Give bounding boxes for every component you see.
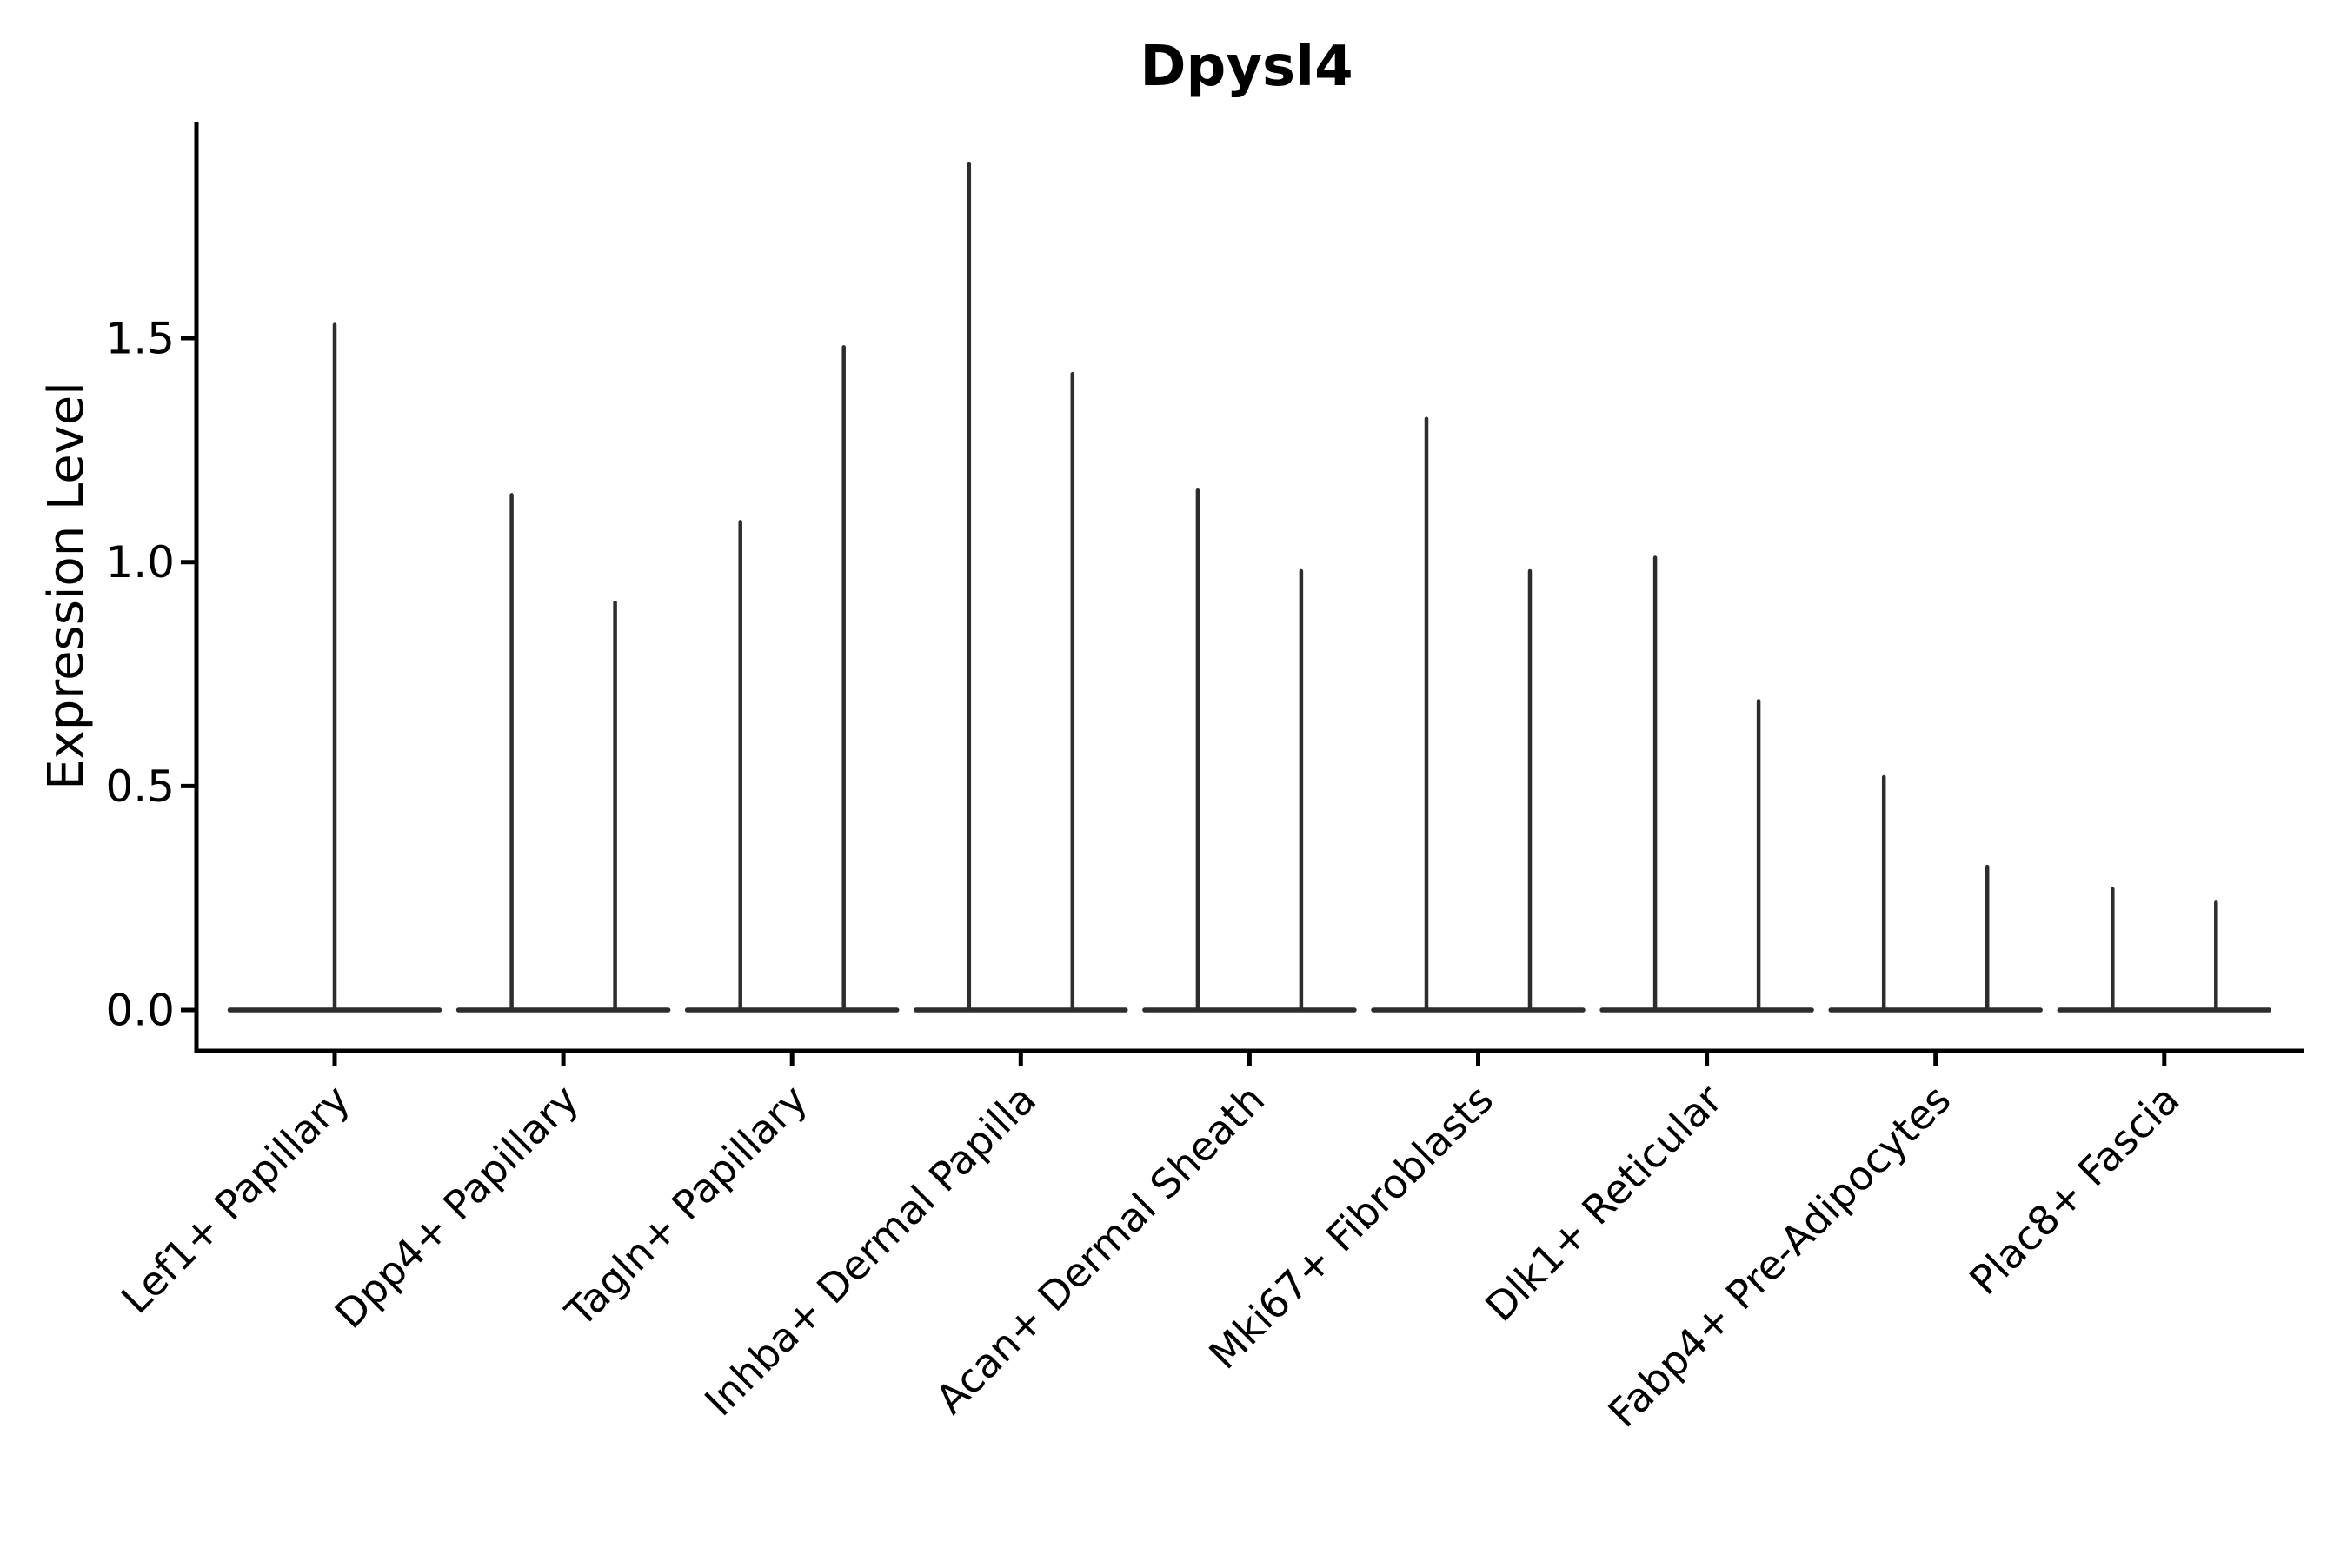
violin-category bbox=[914, 161, 1128, 1013]
y-tick-label: 0.5 bbox=[105, 761, 175, 812]
violin-category bbox=[684, 345, 900, 1013]
violin-category bbox=[455, 493, 671, 1013]
violin-category bbox=[1142, 488, 1357, 1013]
violin-category bbox=[1599, 555, 1814, 1013]
x-tick-label: Lef1+ Papillary bbox=[112, 1076, 359, 1323]
y-axis-label: Expression Level bbox=[38, 382, 95, 790]
x-tick-label: Tagln+ Papillary bbox=[555, 1076, 816, 1337]
violin-category bbox=[227, 322, 442, 1013]
x-tick-label: Dpp4+ Papillary bbox=[326, 1076, 588, 1338]
x-tick-label: Dlk1+ Reticular bbox=[1476, 1076, 1731, 1331]
violins bbox=[227, 161, 2272, 1013]
x-tick-label: Plac8+ Fascia bbox=[1960, 1076, 2188, 1304]
y-tick-label: 0.0 bbox=[105, 986, 175, 1036]
y-tick-labels: 0.0 0.5 1.0 1.5 bbox=[105, 314, 175, 1036]
chart-title: Dpysl4 bbox=[1140, 35, 1353, 99]
axis-spines bbox=[194, 122, 2304, 1053]
y-tick-label: 1.0 bbox=[105, 537, 175, 588]
axes bbox=[181, 122, 2304, 1066]
violin-category bbox=[2057, 887, 2272, 1013]
violin-category bbox=[1371, 416, 1586, 1013]
violin-category bbox=[1828, 774, 2043, 1013]
y-tick-label: 1.5 bbox=[105, 314, 175, 364]
